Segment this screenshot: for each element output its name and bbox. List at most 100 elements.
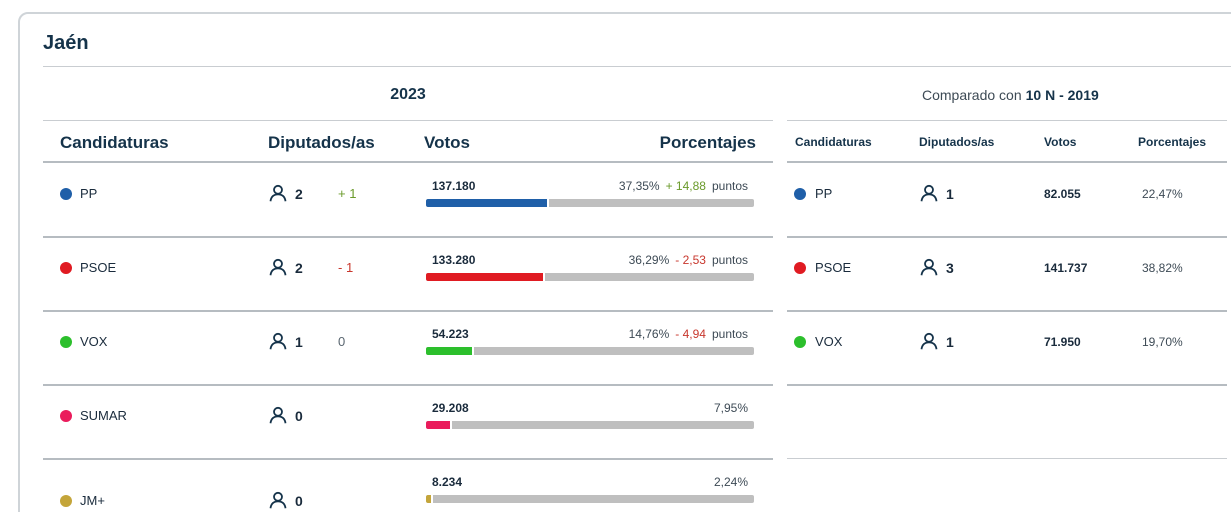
vote-share-bar-fill <box>426 273 546 281</box>
percentage: 36,29% - 2,53 puntos <box>629 253 748 267</box>
percentage-value: 37,35% <box>618 179 660 193</box>
percentage: 7,95% <box>714 401 748 415</box>
percentage: 37,35% + 14,88 puntos <box>619 179 748 193</box>
person-outline-icon <box>920 332 938 350</box>
compare-header-diputados: Diputados/as <box>919 135 995 149</box>
table-row: SUMAR 0 29.208 7,95% <box>43 385 773 459</box>
percentage: 2,24% <box>714 475 748 489</box>
person-outline-icon <box>269 491 287 509</box>
percentage-unit: puntos <box>711 327 748 341</box>
region-title: Jaén <box>43 32 89 54</box>
seats-change: + 1 <box>338 186 357 201</box>
vote-share-bar <box>426 199 754 207</box>
seats-change: - 1 <box>338 260 354 275</box>
percentage: 14,76% - 4,94 puntos <box>629 327 748 341</box>
table-row: JM+ 0 8.234 2,24% <box>43 459 773 512</box>
percentage-change: - 4,94 <box>675 327 706 341</box>
votes-count: 141.737 <box>1044 261 1088 275</box>
compare-header-votos: Votos <box>1044 135 1077 149</box>
compare-election: 10 N - 2019 <box>1025 87 1099 103</box>
party-name: VOX <box>815 334 843 349</box>
header-porcentajes: Porcentajes <box>659 133 756 152</box>
percentage-unit: puntos <box>711 253 748 267</box>
votes-count: 8.234 <box>432 475 463 489</box>
seats-count: 3 <box>946 260 954 276</box>
party-name: SUMAR <box>80 408 127 423</box>
party-name: PP <box>80 186 98 201</box>
party-name: VOX <box>80 334 108 349</box>
seats-count: 1 <box>946 334 954 350</box>
person-outline-icon <box>920 184 938 202</box>
seats-change: 0 <box>338 334 346 349</box>
party-color-dot <box>794 336 806 348</box>
compare-bottom-divider <box>787 458 1227 459</box>
percentage-value: 14,76% <box>628 327 670 341</box>
person-outline-icon <box>269 258 287 276</box>
row-divider <box>787 310 1227 312</box>
percentage-value: 7,95% <box>713 401 748 415</box>
header-votos: Votos <box>424 133 470 152</box>
seats-count: 2 <box>295 186 303 202</box>
party-name: JM+ <box>80 493 105 508</box>
table-row: PSOE 2 - 1 133.280 36,29% - 2,53 puntos <box>43 237 773 311</box>
party-name: PP <box>815 186 833 201</box>
party-color-dot <box>794 262 806 274</box>
party-name: PSOE <box>815 260 852 275</box>
percentage-value: 19,70% <box>1142 335 1183 349</box>
compare-header-porcentajes: Porcentajes <box>1138 135 1207 149</box>
vote-share-bar <box>426 421 754 429</box>
vote-share-bar <box>426 495 754 503</box>
title-divider <box>43 66 1231 67</box>
seats-count: 1 <box>295 334 303 350</box>
party-color-dot <box>60 495 72 507</box>
compare-table-row: VOX 1 71.950 19,70% <box>787 311 1227 385</box>
row-divider <box>787 384 1227 386</box>
votes-count: 71.950 <box>1044 335 1081 349</box>
row-divider <box>787 236 1227 238</box>
party-color-dot <box>60 262 72 274</box>
compare-table-row: PP 1 82.055 22,47% <box>787 163 1227 237</box>
party-color-dot <box>60 188 72 200</box>
votes-count: 29.208 <box>432 401 469 415</box>
vote-share-bar-fill <box>426 421 453 429</box>
votes-count: 137.180 <box>432 179 476 193</box>
percentage-change: - 2,53 <box>675 253 706 267</box>
main-header-bottom-rule <box>43 161 773 163</box>
vote-share-bar-fill <box>426 347 475 355</box>
votes-count: 82.055 <box>1044 187 1081 201</box>
row-divider <box>43 458 773 460</box>
table-row: VOX 1 0 54.223 14,76% - 4,94 puntos <box>43 311 773 385</box>
percentage-value: 22,47% <box>1142 187 1183 201</box>
seats-count: 0 <box>295 408 303 424</box>
party-color-dot <box>794 188 806 200</box>
person-outline-icon <box>920 258 938 276</box>
party-name: PSOE <box>80 260 117 275</box>
vote-share-bar-fill <box>426 495 434 503</box>
votes-count: 54.223 <box>432 327 469 341</box>
person-outline-icon <box>269 406 287 424</box>
vote-share-bar <box>426 347 754 355</box>
main-header-top-rule <box>43 120 773 121</box>
percentage-value: 36,29% <box>628 253 670 267</box>
votes-count: 133.280 <box>432 253 476 267</box>
row-divider <box>43 384 773 386</box>
table-row: PP 2 + 1 137.180 37,35% + 14,88 puntos <box>43 163 773 237</box>
compare-table-row: PSOE 3 141.737 38,82% <box>787 237 1227 311</box>
compare-text: Comparado con <box>922 87 1022 103</box>
seats-count: 1 <box>946 186 954 202</box>
percentage-value: 38,82% <box>1142 261 1183 275</box>
seats-count: 2 <box>295 260 303 276</box>
seats-count: 0 <box>295 493 303 509</box>
person-outline-icon <box>269 332 287 350</box>
compare-label: Comparado con 10 N - 2019 <box>922 87 1099 103</box>
percentage-change: + 14,88 <box>665 179 706 193</box>
vote-share-bar <box>426 273 754 281</box>
year-label: 2023 <box>390 86 426 103</box>
percentage-value: 2,24% <box>713 475 748 489</box>
row-divider <box>43 310 773 312</box>
percentage-unit: puntos <box>711 179 748 193</box>
row-divider <box>43 236 773 238</box>
compare-header-candidaturas: Candidaturas <box>795 135 872 149</box>
vote-share-bar-fill <box>426 199 549 207</box>
compare-header-top-rule <box>787 120 1227 121</box>
